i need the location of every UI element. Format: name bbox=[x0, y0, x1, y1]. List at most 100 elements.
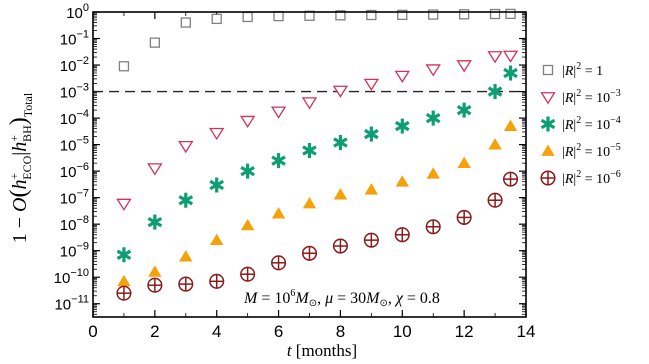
legend-label: |R|2 = 10−3 bbox=[562, 88, 621, 106]
legend-marker bbox=[540, 92, 556, 105]
data-point bbox=[147, 163, 163, 176]
data-point bbox=[240, 163, 255, 179]
data-point bbox=[487, 84, 503, 100]
data-point bbox=[487, 51, 503, 64]
data-point bbox=[178, 276, 194, 292]
data-point bbox=[332, 85, 349, 98]
data-point bbox=[425, 110, 441, 126]
data-point bbox=[180, 17, 191, 28]
data-point bbox=[116, 198, 132, 211]
y-tick-label: 100 bbox=[66, 2, 89, 22]
legend-entry: |R|2 = 1 bbox=[542, 61, 603, 79]
x-tick-label: 4 bbox=[212, 322, 221, 341]
data-point bbox=[397, 9, 408, 21]
data-points bbox=[116, 8, 519, 301]
x-tick-label: 8 bbox=[336, 322, 345, 341]
data-point bbox=[364, 126, 379, 142]
y-axis-label: 1 − O(h+ECO|h+BH)Total bbox=[6, 92, 35, 243]
data-point bbox=[178, 140, 194, 154]
y-tick-label: 10−11 bbox=[54, 294, 89, 314]
series-4 bbox=[117, 119, 518, 287]
data-point bbox=[332, 238, 348, 254]
data-point bbox=[270, 106, 287, 119]
data-point bbox=[333, 135, 348, 151]
data-point bbox=[116, 285, 132, 301]
data-point bbox=[210, 233, 224, 246]
data-point bbox=[118, 61, 130, 72]
data-point bbox=[240, 218, 255, 231]
x-tick-label: 2 bbox=[150, 322, 159, 341]
data-point bbox=[394, 70, 410, 83]
data-point bbox=[301, 245, 318, 261]
x-tick-labels: 0 2 4 6 8 10 12 14 bbox=[88, 322, 535, 341]
series-1 bbox=[118, 8, 516, 72]
legend-marker bbox=[540, 116, 556, 132]
data-point bbox=[302, 197, 317, 209]
data-point bbox=[394, 118, 410, 134]
data-point bbox=[240, 266, 256, 282]
data-point bbox=[502, 50, 519, 63]
data-point bbox=[502, 171, 519, 187]
x-tick-label: 0 bbox=[88, 322, 97, 341]
series-2 bbox=[116, 50, 519, 211]
data-point bbox=[302, 142, 317, 158]
data-point bbox=[503, 119, 518, 131]
data-point bbox=[271, 153, 286, 169]
y-tick-labels: 100 10−1 10−2 10−3 10−4 10−5 10−6 10−7 10−8 10−9 1… bbox=[54, 2, 89, 314]
data-point bbox=[333, 188, 348, 200]
data-point bbox=[425, 219, 441, 235]
data-point bbox=[363, 78, 380, 91]
data-point bbox=[458, 9, 470, 20]
data-point bbox=[242, 11, 253, 23]
data-point bbox=[271, 207, 286, 219]
legend-label: |R|2 = 10−6 bbox=[562, 169, 621, 187]
data-point bbox=[503, 65, 518, 81]
data-point bbox=[457, 156, 471, 169]
legend-marker bbox=[541, 144, 555, 156]
plot-frame bbox=[92, 11, 527, 318]
parameter-annotation: M = 106M⊙, μ = 30M⊙, χ = 0.8 bbox=[243, 288, 440, 309]
legend-label: |R|2 = 10−4 bbox=[562, 115, 621, 133]
data-point bbox=[456, 60, 472, 73]
y-tick-label: 10−1 bbox=[60, 29, 89, 49]
y-tick-label: 10−8 bbox=[60, 214, 89, 234]
data-point bbox=[426, 167, 440, 179]
data-point bbox=[273, 10, 284, 22]
y-tick-label: 10−7 bbox=[60, 188, 89, 208]
data-point bbox=[211, 13, 222, 25]
x-tick-label: 14 bbox=[517, 322, 536, 341]
y-tick-label: 10−10 bbox=[54, 267, 89, 287]
data-point bbox=[148, 265, 162, 277]
y-tick-label: 10−5 bbox=[60, 135, 89, 155]
data-point bbox=[394, 227, 410, 243]
data-point bbox=[428, 9, 439, 20]
legend-marker bbox=[542, 64, 554, 76]
data-point bbox=[147, 277, 163, 293]
data-point bbox=[366, 9, 377, 21]
legend-entry: |R|2 = 10−6 bbox=[540, 169, 621, 187]
data-point bbox=[363, 232, 379, 248]
series-3 bbox=[116, 65, 518, 263]
data-point bbox=[116, 247, 132, 263]
data-point bbox=[301, 97, 318, 110]
data-point bbox=[209, 127, 225, 141]
data-point bbox=[395, 175, 409, 187]
data-point bbox=[487, 192, 503, 208]
legend-entry: |R|2 = 10−5 bbox=[541, 142, 621, 160]
legend-label: |R|2 = 10−5 bbox=[562, 142, 621, 160]
y-tick-label: 10−3 bbox=[60, 82, 89, 102]
data-point bbox=[179, 250, 193, 262]
data-point bbox=[489, 8, 501, 20]
legend-label: |R|2 = 1 bbox=[562, 61, 603, 79]
legend-entry: |R|2 = 10−3 bbox=[540, 88, 621, 106]
data-point bbox=[209, 273, 225, 289]
data-point bbox=[117, 274, 131, 287]
data-point bbox=[147, 214, 163, 230]
data-point bbox=[425, 64, 441, 77]
data-point bbox=[178, 192, 194, 208]
legend-marker bbox=[540, 170, 556, 186]
data-point bbox=[505, 8, 516, 20]
data-point bbox=[456, 102, 472, 118]
data-point bbox=[456, 209, 472, 225]
